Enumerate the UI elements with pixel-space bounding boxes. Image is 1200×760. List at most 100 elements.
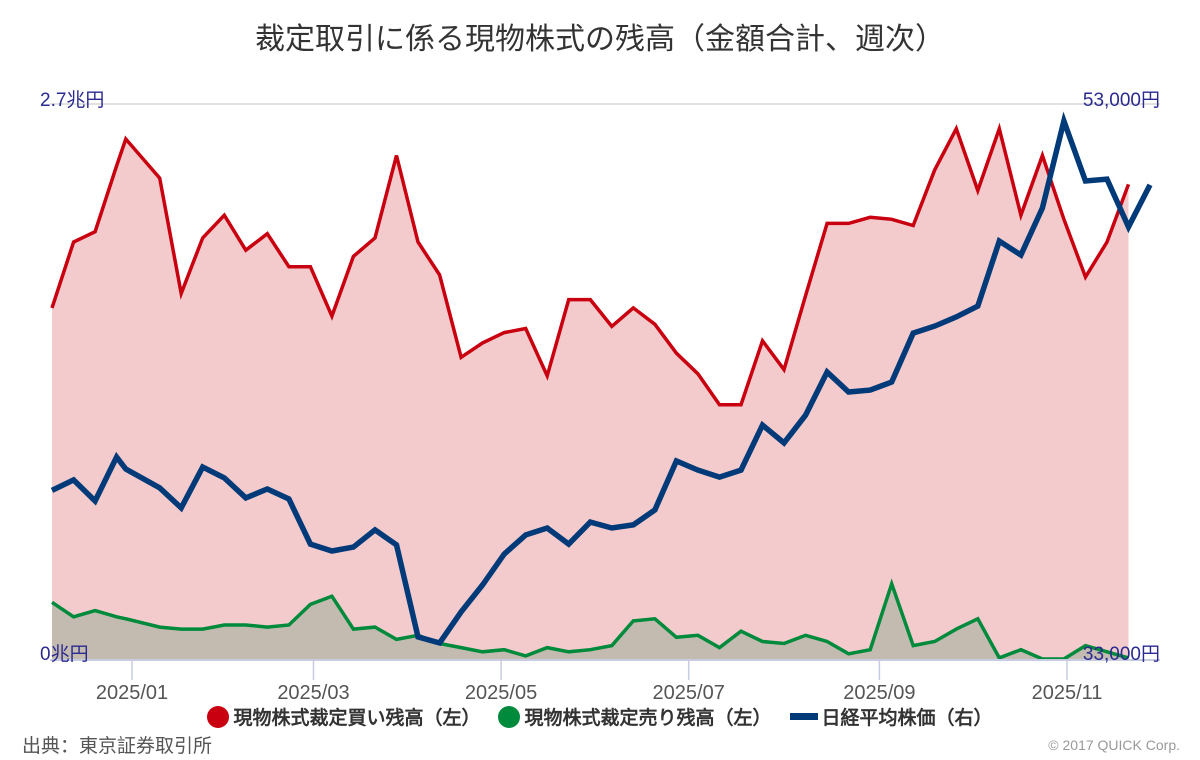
data-point[interactable] — [544, 373, 550, 379]
data-point[interactable] — [889, 379, 895, 385]
data-point[interactable] — [1126, 224, 1132, 230]
data-point[interactable] — [480, 649, 486, 655]
data-point[interactable] — [630, 522, 636, 528]
data-point[interactable] — [803, 632, 809, 638]
data-point[interactable] — [566, 649, 572, 655]
data-point[interactable] — [910, 643, 916, 649]
data-point[interactable] — [350, 544, 356, 550]
data-point[interactable] — [157, 175, 163, 181]
data-point[interactable] — [544, 645, 550, 651]
data-point[interactable] — [695, 467, 701, 473]
data-point[interactable] — [480, 340, 486, 346]
data-point[interactable] — [824, 639, 830, 645]
data-point[interactable] — [932, 167, 938, 173]
data-point[interactable] — [458, 609, 464, 615]
data-point[interactable] — [781, 367, 787, 373]
data-point[interactable] — [760, 338, 766, 344]
data-point[interactable] — [932, 323, 938, 329]
data-point[interactable] — [867, 214, 873, 220]
data-point[interactable] — [178, 291, 184, 297]
data-point[interactable] — [178, 626, 184, 632]
data-point[interactable] — [92, 608, 98, 614]
data-point[interactable] — [717, 645, 723, 651]
data-point[interactable] — [587, 647, 593, 653]
data-point[interactable] — [824, 220, 830, 226]
data-point[interactable] — [673, 350, 679, 356]
data-point[interactable] — [286, 496, 292, 502]
data-point[interactable] — [372, 527, 378, 533]
data-point[interactable] — [415, 239, 421, 245]
data-point[interactable] — [92, 498, 98, 504]
data-point[interactable] — [523, 326, 529, 332]
data-point[interactable] — [394, 636, 400, 642]
data-point[interactable] — [717, 402, 723, 408]
data-point[interactable] — [544, 525, 550, 531]
data-point[interactable] — [329, 548, 335, 554]
data-point[interactable] — [652, 507, 658, 513]
data-point[interactable] — [501, 647, 507, 653]
data-point[interactable] — [501, 330, 507, 336]
data-point[interactable] — [394, 542, 400, 548]
data-point[interactable] — [695, 632, 701, 638]
data-point[interactable] — [953, 314, 959, 320]
data-point[interactable] — [49, 487, 55, 493]
data-point[interactable] — [1039, 205, 1045, 211]
data-point[interactable] — [307, 541, 313, 547]
legend-item-sell[interactable]: 現物株式裁定売り残高（左） — [498, 703, 772, 730]
data-point[interactable] — [781, 641, 787, 647]
data-point[interactable] — [673, 458, 679, 464]
data-point[interactable] — [372, 624, 378, 630]
data-point[interactable] — [243, 247, 249, 253]
data-point[interactable] — [221, 622, 227, 628]
data-point[interactable] — [587, 297, 593, 303]
data-point[interactable] — [49, 599, 55, 605]
data-point[interactable] — [975, 616, 981, 622]
data-point[interactable] — [1083, 274, 1089, 280]
data-point[interactable] — [243, 495, 249, 501]
data-point[interactable] — [200, 235, 206, 241]
data-point[interactable] — [975, 303, 981, 309]
data-point[interactable] — [200, 464, 206, 470]
data-point[interactable] — [566, 297, 572, 303]
data-point[interactable] — [1104, 239, 1110, 245]
data-point[interactable] — [1018, 252, 1024, 258]
data-point[interactable] — [717, 474, 723, 480]
data-point[interactable] — [824, 369, 830, 375]
data-point[interactable] — [1147, 182, 1153, 188]
data-point[interactable] — [652, 616, 658, 622]
data-point[interactable] — [200, 626, 206, 632]
data-point[interactable] — [1083, 178, 1089, 184]
data-point[interactable] — [123, 136, 129, 142]
data-point[interactable] — [286, 622, 292, 628]
data-point[interactable] — [71, 614, 77, 620]
data-point[interactable] — [350, 253, 356, 259]
data-point[interactable] — [264, 231, 270, 237]
data-point[interactable] — [264, 624, 270, 630]
data-point[interactable] — [609, 323, 615, 329]
data-point[interactable] — [123, 616, 129, 622]
data-point[interactable] — [329, 593, 335, 599]
data-point[interactable] — [1018, 647, 1024, 653]
data-point[interactable] — [243, 622, 249, 628]
data-point[interactable] — [264, 486, 270, 492]
data-point[interactable] — [1061, 118, 1067, 124]
data-point[interactable] — [889, 581, 895, 587]
data-point[interactable] — [114, 614, 120, 620]
data-point[interactable] — [846, 389, 852, 395]
data-point[interactable] — [1126, 181, 1132, 187]
data-point[interactable] — [1018, 212, 1024, 218]
data-point[interactable] — [1061, 216, 1067, 222]
data-point[interactable] — [867, 387, 873, 393]
data-point[interactable] — [630, 618, 636, 624]
data-point[interactable] — [760, 422, 766, 428]
data-point[interactable] — [652, 321, 658, 327]
data-point[interactable] — [609, 525, 615, 531]
data-point[interactable] — [910, 330, 916, 336]
data-point[interactable] — [480, 582, 486, 588]
data-point[interactable] — [953, 126, 959, 132]
data-point[interactable] — [523, 653, 529, 659]
data-point[interactable] — [123, 466, 129, 472]
data-point[interactable] — [71, 239, 77, 245]
data-point[interactable] — [221, 475, 227, 481]
data-point[interactable] — [566, 541, 572, 547]
